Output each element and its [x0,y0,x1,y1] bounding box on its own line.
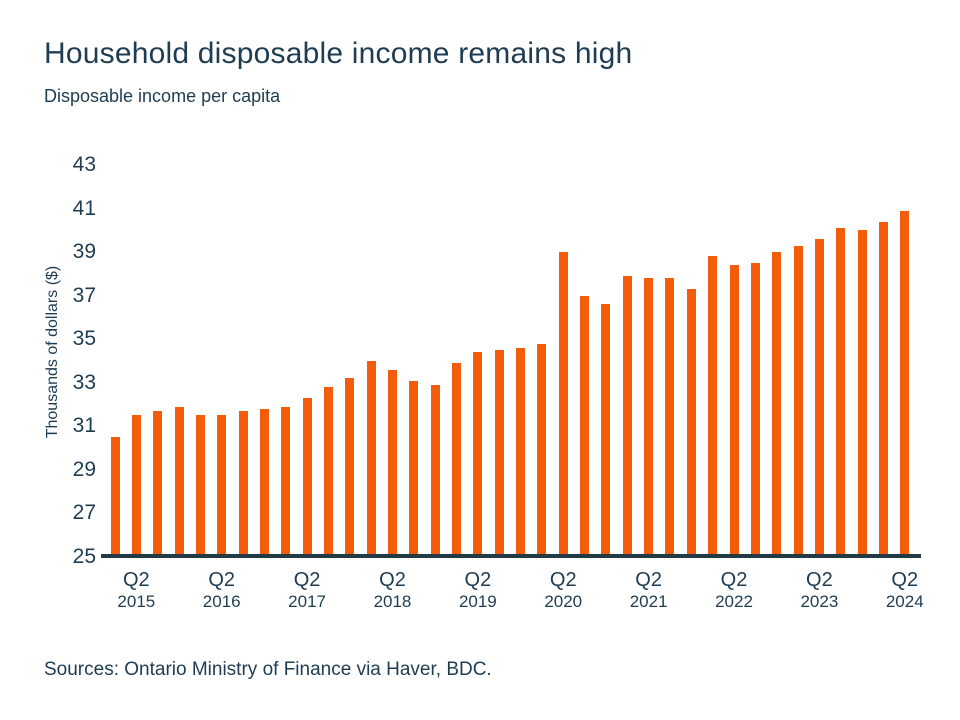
bar [409,380,419,557]
bar [729,265,739,557]
bar [195,415,205,557]
bar [345,378,355,557]
x-tick-label: Q2 2015 [94,569,178,611]
bar [494,350,504,557]
x-tick-year: 2023 [800,592,839,611]
bar [174,406,184,557]
bar [430,384,440,557]
bar [644,278,654,557]
bar [708,256,718,557]
x-tick-label: Q2 2024 [863,569,947,611]
x-tick-year: 2021 [629,592,668,611]
x-tick-quarter: Q2 [208,569,236,591]
bar [473,352,483,557]
x-tick-quarter: Q2 [464,569,492,591]
x-tick-quarter: Q2 [635,569,662,591]
bar [323,387,333,557]
bar [217,415,227,557]
x-tick-label: Q2 2019 [436,569,520,611]
bar [836,228,846,557]
x-tick-label: Q2 2022 [692,569,776,611]
bar [366,360,376,557]
y-tick-label: 27 [72,501,96,525]
y-tick-label: 33 [72,370,96,394]
bar [814,239,824,557]
x-tick-year: 2019 [458,592,497,611]
y-tick-label: 35 [72,327,96,351]
x-tick-year: 2024 [885,592,924,611]
bar [558,252,568,557]
y-tick-label: 37 [72,283,96,307]
bar [281,406,291,557]
x-tick-year: 2015 [117,592,156,611]
y-tick-label: 41 [72,196,96,220]
x-tick-quarter: Q2 [379,569,406,591]
bar [580,295,590,557]
bar [772,252,782,557]
sources-note: Sources: Ontario Ministry of Finance via… [44,659,492,680]
bar [686,289,696,557]
chart-title: Household disposable income remains high [44,37,633,70]
bar [537,343,547,557]
bar [131,415,141,557]
bar [900,210,910,557]
x-tick-quarter: Q2 [891,569,919,591]
bar [302,398,312,557]
bar [259,408,269,557]
bar [153,411,163,557]
y-tick-label: 29 [72,457,96,481]
x-tick-label: Q2 2017 [265,569,349,611]
x-tick-quarter: Q2 [720,569,748,591]
bar [750,262,760,557]
x-tick-label: Q2 2021 [607,569,691,611]
bar [622,276,632,557]
bar [665,278,675,557]
x-tick-label: Q2 2023 [777,569,861,611]
bar [238,411,248,557]
x-tick-label: Q2 2020 [521,569,605,611]
x-tick-quarter: Q2 [806,569,833,591]
x-tick-quarter: Q2 [549,569,577,591]
x-tick-label: Q2 2018 [350,569,434,611]
x-tick-quarter: Q2 [123,569,150,591]
bar [793,245,803,557]
x-tick-year: 2022 [715,592,753,611]
y-tick-label: 25 [72,545,96,568]
bar [452,363,462,557]
x-tick-quarter: Q2 [293,569,321,591]
x-tick-label: Q2 2016 [180,569,264,611]
bar [516,347,526,557]
bar [878,221,888,557]
x-tick-year: 2020 [544,592,583,611]
y-tick-label: 43 [72,152,96,176]
y-tick-label: 39 [72,240,96,264]
y-tick-label: 31 [72,414,96,438]
bar [387,369,397,557]
bar [110,437,120,557]
x-tick-year: 2018 [373,592,412,611]
chart-subtitle: Disposable income per capita [44,86,281,106]
x-axis-line [101,554,921,558]
x-tick-year: 2017 [288,592,326,611]
x-tick-year: 2016 [202,592,241,611]
bar [857,230,867,557]
bar [601,304,611,557]
